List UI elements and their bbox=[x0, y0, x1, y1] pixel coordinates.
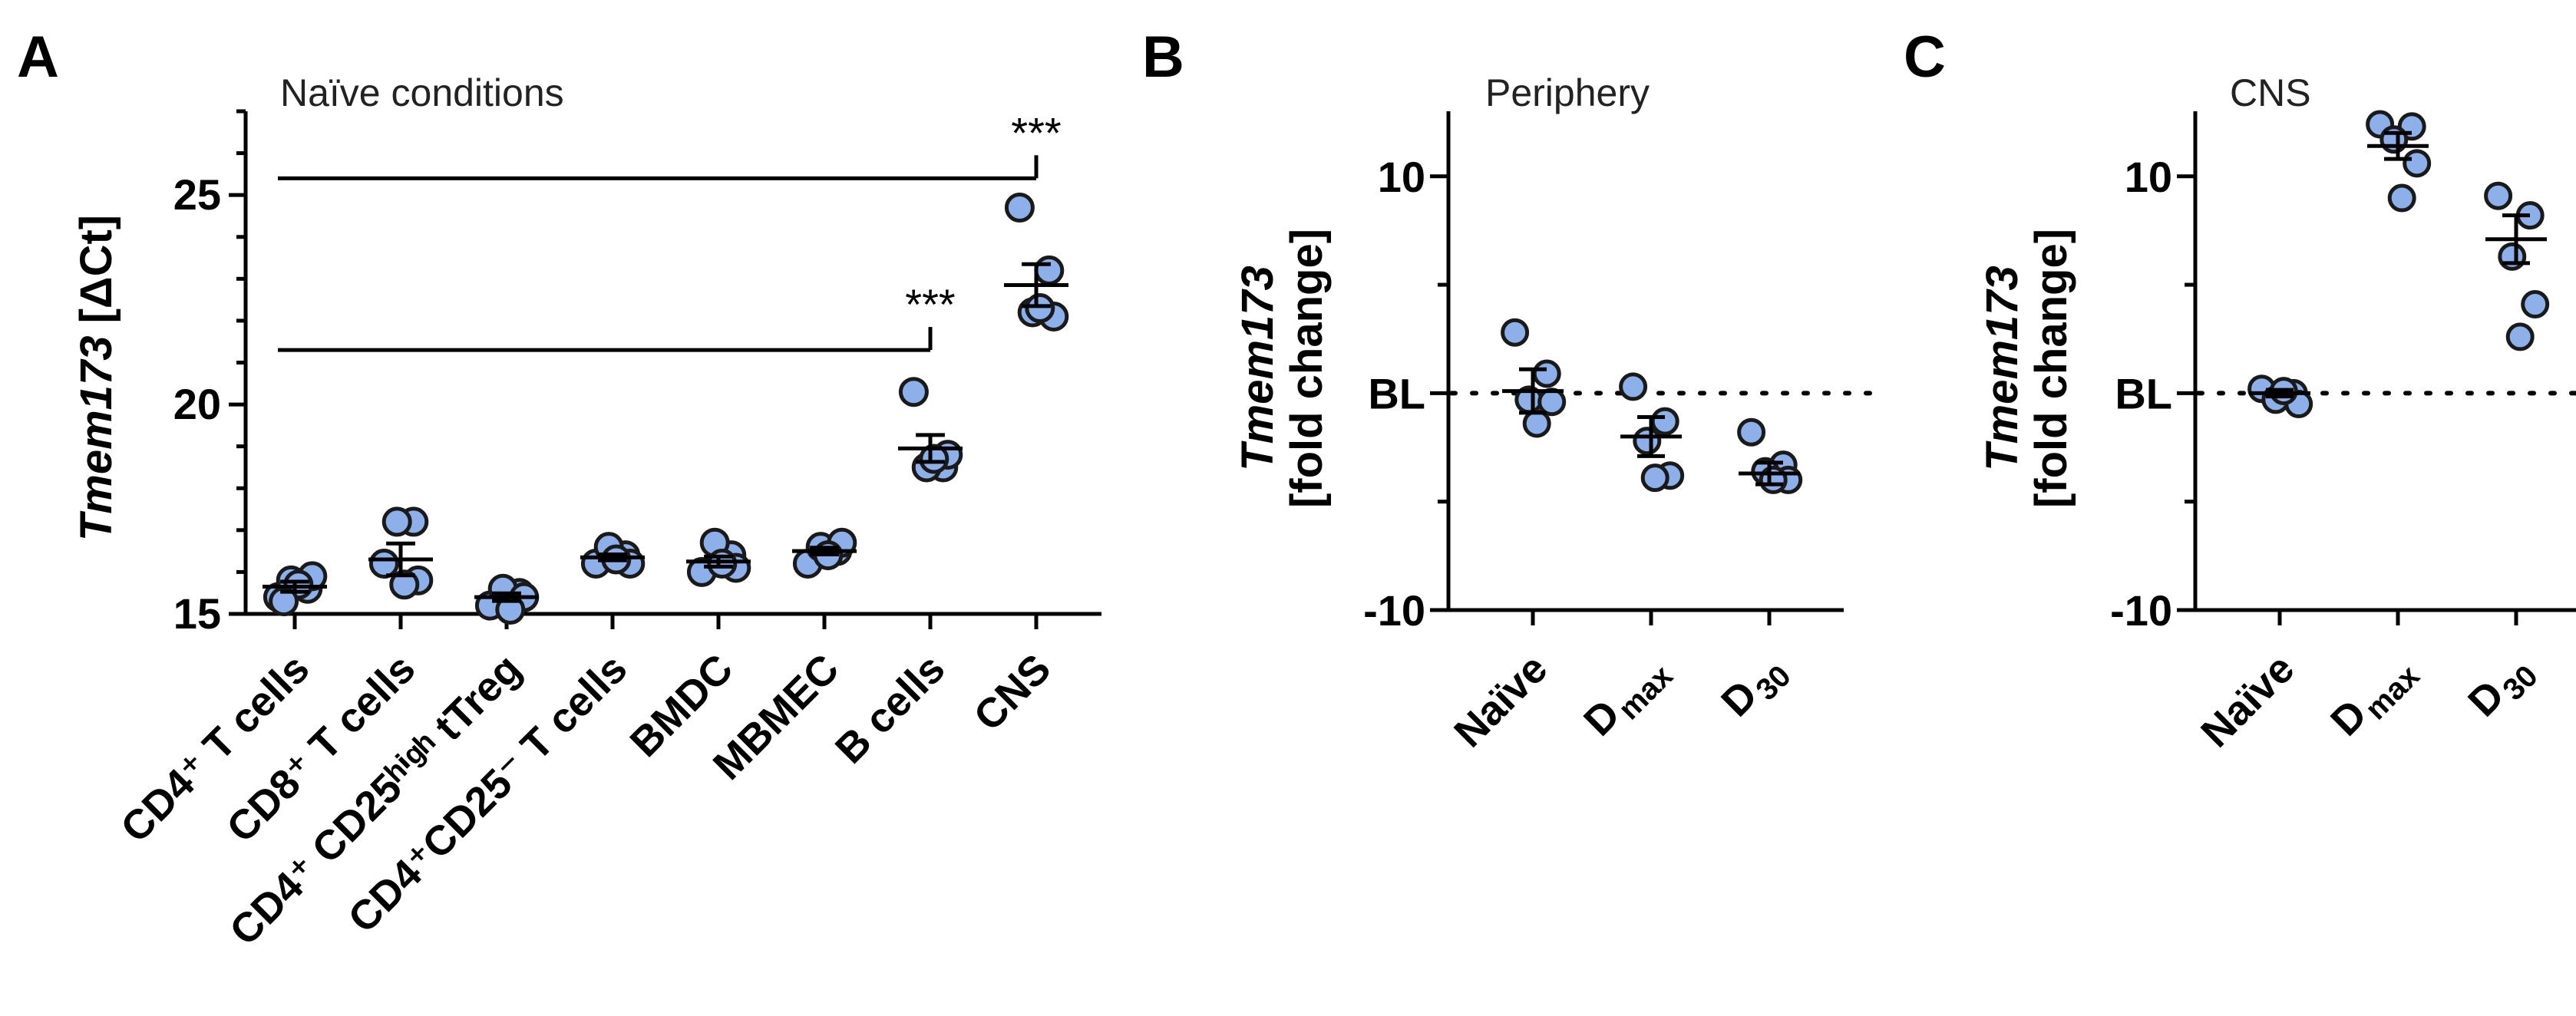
significance-label: *** bbox=[1011, 108, 1061, 157]
a-group-6-point-0 bbox=[898, 377, 929, 407]
y-tick-label: 10 bbox=[1378, 153, 1425, 201]
x-tick-label: CNS bbox=[965, 645, 1059, 740]
a-group-1-point-0 bbox=[368, 549, 399, 579]
panelB-group-1-point-4 bbox=[1640, 463, 1669, 493]
panelC-group-1-point-3 bbox=[2403, 149, 2432, 178]
significance-label: *** bbox=[905, 280, 955, 328]
x-tick-label: Naïve bbox=[2192, 645, 2303, 756]
panelB-group-0-point-3 bbox=[1537, 388, 1567, 417]
y-tick-label: 10 bbox=[2125, 153, 2172, 201]
a-group-7-point-1 bbox=[1034, 255, 1065, 285]
chart-title: CNS bbox=[2230, 71, 2311, 114]
panelB-group-1-point-2 bbox=[1633, 427, 1662, 456]
x-tick-label: CD4⁺ T cells bbox=[112, 645, 318, 851]
a-group-1-point-4 bbox=[389, 569, 420, 600]
panelC-group-2-point-0 bbox=[2484, 181, 2513, 210]
panelB-group-0-point-4 bbox=[1522, 409, 1551, 438]
y-axis-label-line1: Tmem173 bbox=[1233, 266, 1283, 471]
x-tick-label: Naïve bbox=[1445, 645, 1556, 756]
panel-c: C CNS 10 BL -10 Tmem173 [fold change] Naïve Dmax… bbox=[1904, 25, 2576, 756]
y-axis-label-line2: [fold change] bbox=[2026, 229, 2076, 508]
panel-a: A Naïve conditions 15 20 25 Tmem173 [ΔCt] CD4⁺… bbox=[17, 25, 1101, 955]
x-tick-label: B cells bbox=[827, 645, 954, 773]
panelB-group-1-point-0 bbox=[1619, 372, 1648, 401]
a-group-6-point-4 bbox=[919, 444, 949, 474]
y-tick-label: BL bbox=[2115, 369, 2172, 417]
y-axis-label-line1: Tmem173 bbox=[1977, 266, 2027, 471]
panelB-group-0-point-0 bbox=[1501, 318, 1530, 347]
panel-b: B Periphery 10 BL -10 Tmem173 [fold change] Naï… bbox=[1142, 25, 1884, 756]
x-tick-label: CD8⁺ T cells bbox=[218, 645, 424, 851]
y-axis-label: Tmem173 [ΔCt] bbox=[71, 215, 121, 541]
x-tick-label: D30 bbox=[1712, 645, 1798, 731]
a-group-7-point-4 bbox=[1025, 293, 1055, 324]
panel-letter-c: C bbox=[1904, 25, 1946, 90]
chart-title: Naïve conditions bbox=[280, 71, 564, 114]
chart-title: Periphery bbox=[1485, 71, 1650, 114]
y-tick-label: 20 bbox=[173, 380, 221, 428]
panelC-group-2-point-2 bbox=[2498, 242, 2527, 271]
x-tick-label: Dmax bbox=[2322, 645, 2426, 750]
panelB-group-0-point-1 bbox=[1532, 359, 1561, 388]
a-group-7-point-0 bbox=[1004, 193, 1035, 223]
panelC-group-1-point-2 bbox=[2379, 125, 2409, 154]
panelC-group-1-point-4 bbox=[2387, 183, 2416, 213]
panelB-group-2-point-4 bbox=[1759, 465, 1788, 494]
panelC-group-2-point-3 bbox=[2521, 290, 2550, 319]
panelB-group-2-point-0 bbox=[1737, 417, 1766, 447]
y-tick-label: -10 bbox=[2110, 586, 2172, 635]
panel-letter-a: A bbox=[17, 25, 59, 90]
y-tick-label: -10 bbox=[1363, 586, 1425, 635]
a-group-4-point-4 bbox=[707, 549, 738, 579]
y-tick-label: 25 bbox=[173, 170, 221, 219]
panelB-group-1-point-1 bbox=[1650, 407, 1679, 436]
panelC-group-2-point-4 bbox=[2505, 322, 2535, 351]
x-tick-label: Dmax bbox=[1575, 645, 1679, 750]
y-tick-label: BL bbox=[1368, 369, 1425, 417]
a-group-1-point-2 bbox=[381, 506, 412, 537]
x-tick-label: D30 bbox=[2459, 645, 2545, 731]
panel-letter-b: B bbox=[1142, 25, 1184, 90]
y-axis-label-line2: [fold change] bbox=[1282, 229, 1332, 508]
y-tick-label: 15 bbox=[173, 589, 221, 638]
